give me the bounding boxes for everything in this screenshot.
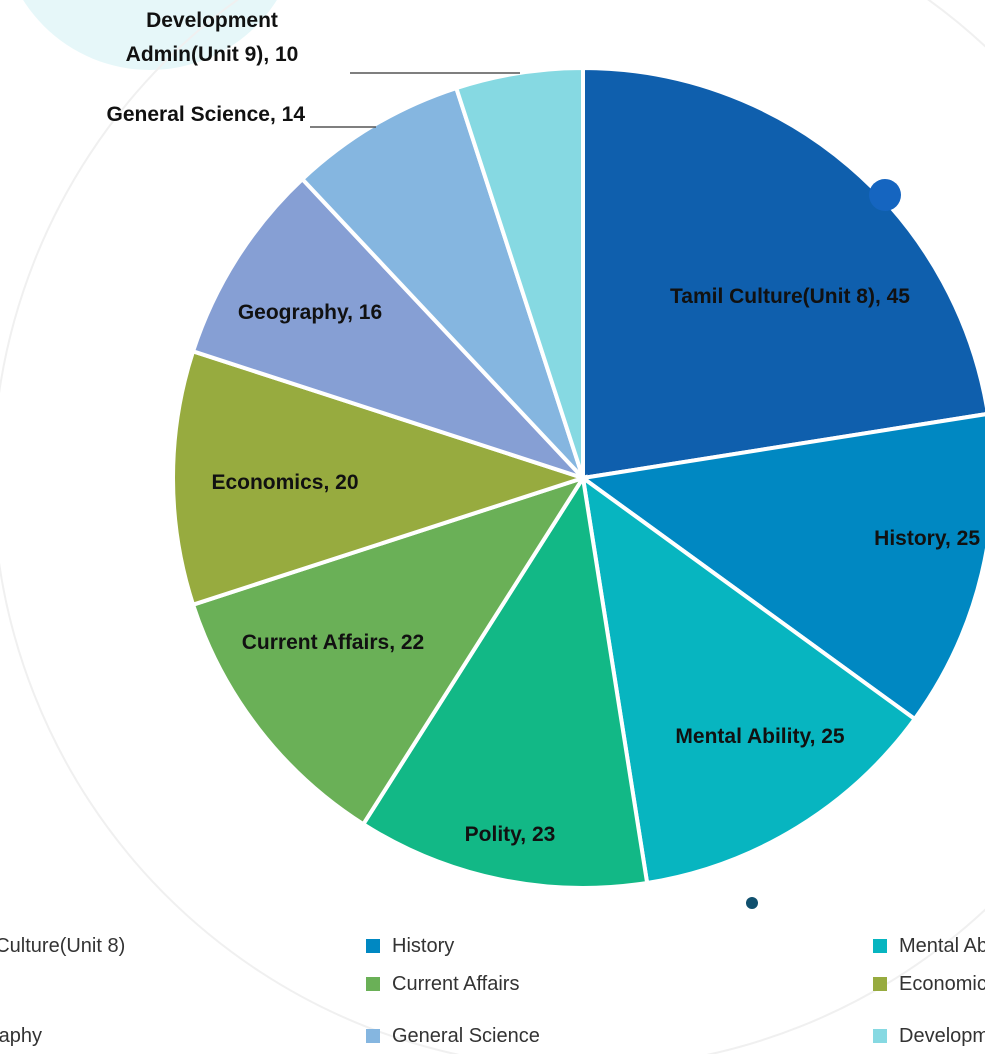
- legend-item: General Science: [366, 1024, 540, 1048]
- data-label: Mental Ability, 25: [675, 725, 845, 748]
- legend-label: Mental Ability: [899, 935, 985, 957]
- legend-swatch: [366, 939, 380, 953]
- data-label: Geography, 16: [237, 301, 383, 324]
- data-label: History, 25: [874, 527, 980, 550]
- legend-label: History: [392, 935, 455, 957]
- label-value: 20: [335, 471, 359, 494]
- legend-swatch: [366, 977, 380, 991]
- data-label: Current Affairs, 22: [241, 631, 425, 654]
- label-value: 22: [400, 631, 425, 654]
- pie-slice: [581, 65, 985, 481]
- label-category: History: [874, 527, 945, 550]
- label-category: Development Admin(Unit 9): [125, 9, 278, 66]
- pie-slice: [580, 473, 918, 886]
- data-label: Economics, 20: [211, 471, 359, 494]
- legend-label: Development Admin(Unit 9): [899, 1025, 985, 1047]
- decor-dot: [869, 179, 901, 211]
- label-category: Economics: [211, 471, 324, 494]
- pie-slice: [190, 176, 585, 480]
- label-category: Tamil Culture(Unit 8): [670, 285, 875, 308]
- data-label: General Science, 14: [106, 103, 305, 126]
- legend-swatch: [366, 1029, 380, 1043]
- label-value: 25: [956, 527, 980, 550]
- decor-dot: [746, 897, 758, 909]
- legend-item: Tamil Culture(Unit 8): [0, 934, 125, 958]
- data-label: Polity, 23: [464, 823, 556, 846]
- legend-item: Geography: [0, 1024, 42, 1048]
- legend-label: Current Affairs: [392, 973, 520, 995]
- label-value: 16: [358, 301, 383, 324]
- legend-item: History: [366, 934, 454, 958]
- label-value: 10: [274, 43, 299, 66]
- legend-item: Current Affairs: [366, 972, 519, 996]
- data-label: Tamil Culture(Unit 8), 45: [670, 285, 910, 308]
- label-value: 25: [821, 725, 845, 748]
- pie-slice: [299, 85, 585, 480]
- legend-label: General Science: [392, 1025, 540, 1047]
- label-value: 14: [281, 103, 305, 126]
- pie-slice: [171, 348, 590, 608]
- label-category: General Science: [106, 103, 270, 126]
- legend-swatch: [873, 1029, 887, 1043]
- legend-label: Geography: [0, 1025, 42, 1047]
- legend-label: Tamil Culture(Unit 8): [0, 935, 126, 957]
- legend-item: Economics: [873, 972, 985, 996]
- legend-swatch: [873, 977, 887, 991]
- label-category: Polity: [464, 823, 521, 846]
- pie-slice: [577, 412, 985, 722]
- pie: [171, 65, 985, 890]
- legend-item: Development Admin(Unit 9): [873, 1024, 985, 1048]
- legend-swatch: [873, 939, 887, 953]
- label-category: Current Affairs: [241, 631, 390, 654]
- legend-item: Mental Ability: [873, 934, 985, 958]
- data-label: Development Admin(Unit 9), 10: [125, 9, 299, 66]
- label-value: 45: [886, 285, 910, 308]
- label-value: 23: [531, 823, 556, 846]
- pie-slice: [190, 474, 588, 827]
- pie-slice: [360, 472, 650, 890]
- label-category: Geography: [237, 301, 348, 324]
- label-category: Mental Ability: [675, 725, 810, 748]
- legend-label: Economics: [899, 973, 985, 995]
